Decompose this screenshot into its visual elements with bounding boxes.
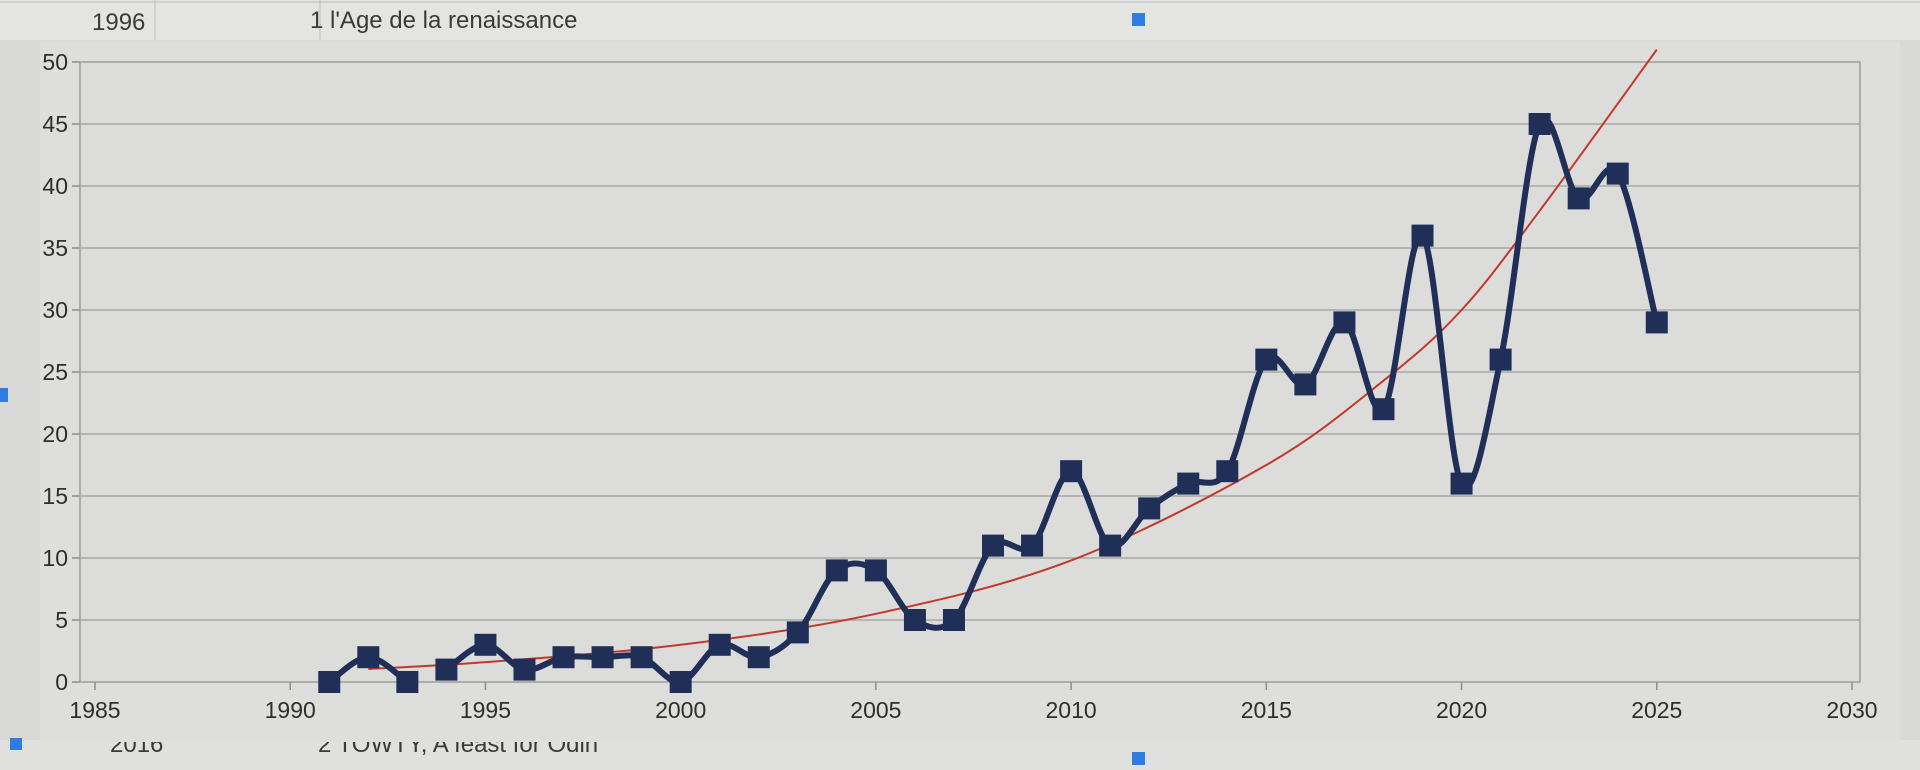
- y-axis-ticks: 0 5 10 15 20 25 30 35 40 45 50: [42, 49, 80, 695]
- y-tick-label: 25: [42, 359, 68, 385]
- data-point-marker[interactable]: [513, 658, 536, 681]
- data-point-marker[interactable]: [1099, 534, 1122, 557]
- x-tick-label: 1985: [69, 697, 120, 723]
- data-point-marker[interactable]: [1567, 187, 1590, 210]
- y-tick-label: 5: [55, 607, 68, 633]
- x-tick-label: 2015: [1241, 697, 1292, 723]
- cell-top-b[interactable]: 1 l'Age de la renaissance: [310, 7, 577, 34]
- data-point-marker[interactable]: [474, 633, 497, 656]
- y-tick-label: 30: [42, 297, 68, 323]
- data-point-marker[interactable]: [357, 646, 380, 669]
- x-tick-label: 2005: [850, 697, 901, 723]
- data-point-marker[interactable]: [1528, 113, 1551, 135]
- data-point-marker[interactable]: [1216, 460, 1239, 483]
- series-layer: [318, 113, 1668, 693]
- data-point-marker[interactable]: [982, 534, 1005, 557]
- x-tick-label: 2000: [655, 697, 706, 723]
- data-point-marker[interactable]: [318, 671, 341, 693]
- data-point-marker[interactable]: [1177, 472, 1200, 495]
- data-point-marker[interactable]: [1294, 373, 1317, 396]
- chart-handle-bottom-left[interactable]: [10, 738, 22, 750]
- data-point-marker[interactable]: [1372, 398, 1395, 421]
- y-tick-label: 0: [55, 669, 68, 695]
- chart-handle-bottom[interactable]: [1132, 752, 1145, 765]
- data-point-marker[interactable]: [552, 646, 575, 669]
- chart-handle-top[interactable]: [1132, 13, 1145, 26]
- x-tick-label: 1995: [460, 697, 511, 723]
- x-tick-label: 2010: [1046, 697, 1097, 723]
- x-tick-label: 2025: [1631, 697, 1682, 723]
- y-tick-label: 15: [42, 483, 68, 509]
- data-point-marker[interactable]: [708, 633, 731, 656]
- data-point-marker[interactable]: [1060, 460, 1083, 483]
- data-point-marker[interactable]: [435, 658, 458, 681]
- data-point-marker[interactable]: [903, 609, 926, 631]
- chart-handle-left[interactable]: [0, 388, 8, 402]
- data-point-marker[interactable]: [786, 621, 809, 644]
- y-tick-label: 20: [42, 421, 68, 447]
- x-axis-ticks: 1985 1990 1995 2000 2005 2010 2015 2020 2025 2030: [69, 682, 1878, 723]
- data-point-marker[interactable]: [1489, 348, 1512, 371]
- y-tick-label: 35: [42, 235, 68, 261]
- data-point-marker[interactable]: [396, 671, 419, 693]
- x-tick-label: 2030: [1826, 697, 1877, 723]
- x-tick-label: 2020: [1436, 697, 1487, 723]
- data-point-marker[interactable]: [1606, 162, 1629, 185]
- data-point-marker[interactable]: [1138, 497, 1161, 520]
- x-tick-label: 1990: [265, 697, 316, 723]
- data-point-marker[interactable]: [942, 609, 965, 631]
- data-point-marker[interactable]: [747, 646, 770, 669]
- data-point-marker[interactable]: [630, 646, 653, 669]
- y-tick-label: 10: [42, 545, 68, 571]
- gridlines: [80, 61, 1860, 683]
- cell-top-a[interactable]: 1996: [92, 9, 145, 36]
- data-point-marker[interactable]: [669, 671, 692, 693]
- data-point-marker[interactable]: [1255, 348, 1278, 371]
- sheet-bottom-row: [0, 740, 1920, 770]
- data-point-marker[interactable]: [1333, 311, 1356, 334]
- data-point-marker[interactable]: [1021, 534, 1044, 557]
- data-point-marker[interactable]: [1411, 224, 1434, 247]
- y-tick-label: 40: [42, 173, 68, 199]
- y-tick-label: 50: [42, 49, 68, 75]
- sheet-top-row: [0, 0, 1920, 40]
- data-point-marker[interactable]: [825, 559, 848, 582]
- data-point-marker[interactable]: [1450, 472, 1473, 495]
- data-point-marker[interactable]: [864, 559, 887, 582]
- data-point-marker[interactable]: [1645, 311, 1668, 334]
- y-tick-label: 45: [42, 111, 68, 137]
- data-point-marker[interactable]: [591, 646, 614, 669]
